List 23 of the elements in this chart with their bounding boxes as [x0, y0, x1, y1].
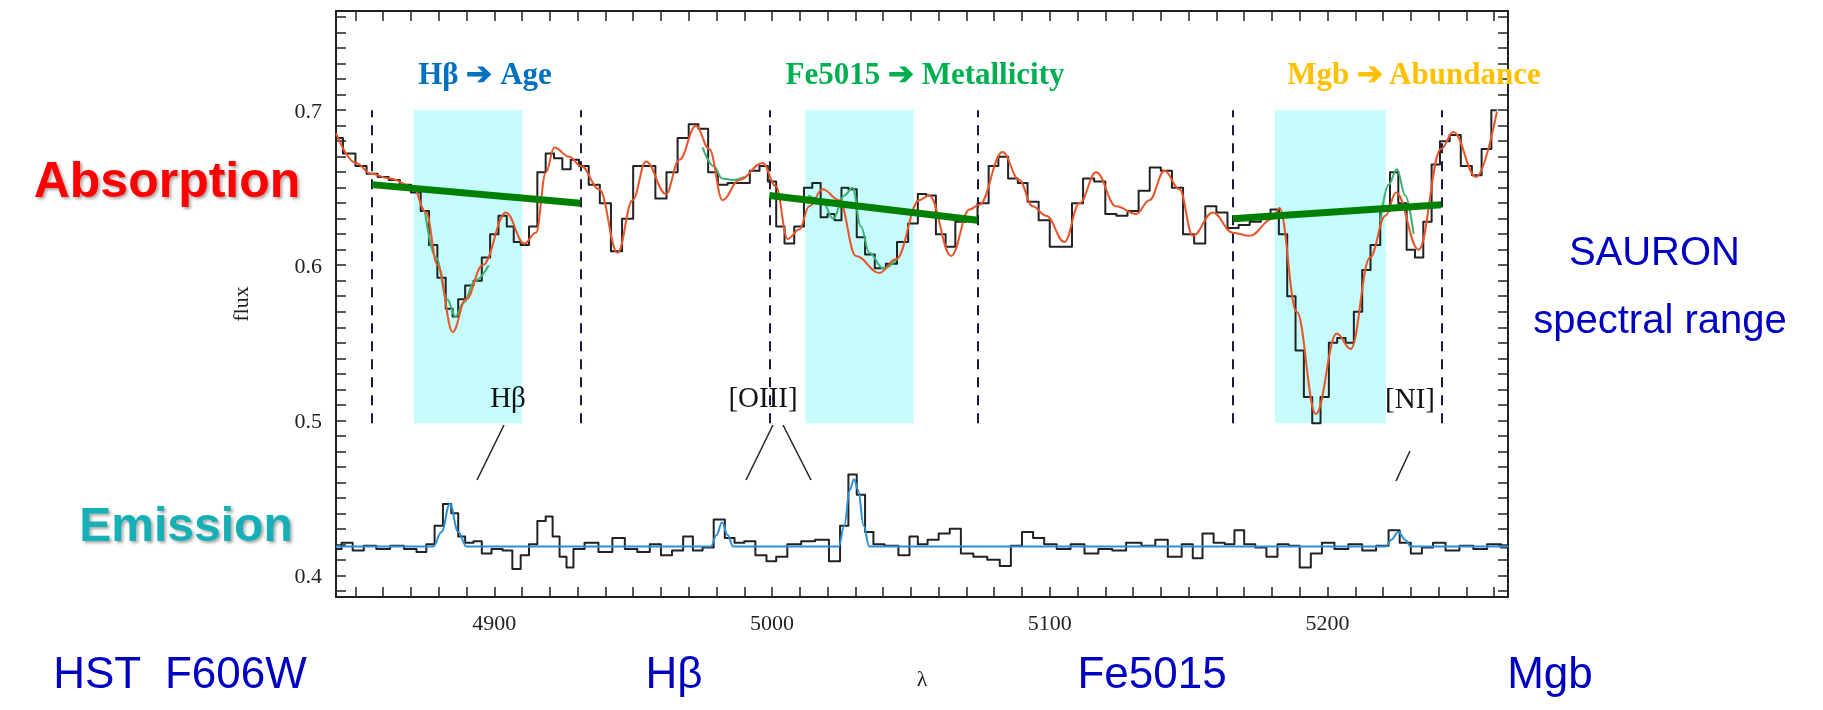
x-tick-label: 4900: [472, 609, 517, 635]
y-tick-label: 0.4: [294, 562, 322, 588]
text: Fe5015: [1077, 647, 1227, 697]
annotation: [NI]: [1385, 382, 1435, 414]
annotation: Hβ: [490, 381, 526, 413]
x-tick-label: 5100: [1027, 609, 1072, 635]
y-tick-label: 0.5: [294, 407, 322, 433]
line-series: [335, 478, 1509, 548]
annotation: [OIII]: [728, 381, 798, 413]
text: Hβ: [645, 647, 703, 697]
text: SAURON spectral range: [1533, 229, 1787, 341]
x-tick-label: 5000: [750, 609, 795, 635]
annotation: Hβ ➔ Age: [418, 55, 552, 91]
text: Mgb: [1507, 647, 1593, 697]
x-tick-label: 5200: [1305, 609, 1350, 635]
text: Absorption: [33, 152, 301, 208]
text: HST F606W: [53, 647, 308, 697]
y-tick-label: 0.6: [294, 252, 322, 278]
y-tick-label: 0.7: [294, 97, 322, 123]
x-axis-title: λ: [916, 665, 928, 691]
annotation: Fe5015 ➔ Metallicity: [785, 55, 1066, 91]
y-axis-title: flux: [227, 286, 253, 322]
text: Emission: [79, 497, 293, 551]
